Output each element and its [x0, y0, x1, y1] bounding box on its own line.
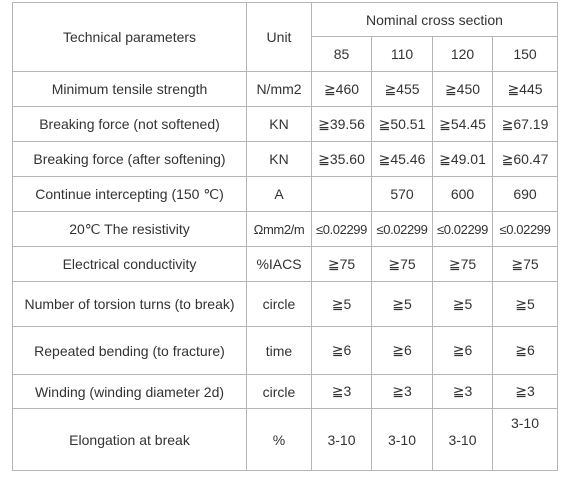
value-cell: ≤0.02299: [432, 211, 493, 247]
value-cell: 570: [371, 176, 433, 212]
value-cell: ≧49.01: [432, 141, 493, 177]
value-cell: ≧39.56: [311, 106, 372, 142]
value-cell: ≧460: [311, 71, 372, 107]
value-cell: 3-10: [311, 408, 372, 471]
section-cell: 120: [432, 36, 493, 72]
table-row: Breaking force (after softening) KN ≧35.60…: [12, 141, 558, 177]
value-cell: [311, 176, 372, 212]
value-cell: ≧3: [492, 374, 558, 409]
header-cell: Technical parameters: [12, 2, 247, 72]
value-cell: ≧5: [311, 281, 372, 327]
head-row: 85 110 120 150: [13, 36, 558, 72]
value-cell: ≧6: [492, 326, 558, 375]
table-row: Minimum tensile strength N/mm2 ≧460 ≧455 ≧45…: [12, 71, 558, 107]
header-cell: Nominal cross section: [311, 2, 558, 37]
unit-cell: time: [246, 326, 312, 375]
unit-cell: KN: [246, 106, 312, 142]
value-cell: ≤0.02299: [492, 211, 558, 247]
parameter-cell: Continue intercepting (150 ℃): [12, 176, 247, 212]
value-cell: 3-10: [492, 408, 558, 471]
value-cell: ≧60.47: [492, 141, 558, 177]
table-row: 20℃ The resistivity Ωmm2/m ≤0.02299 ≤0.0229…: [12, 211, 558, 247]
value-cell: ≧3: [311, 374, 372, 409]
parameter-cell: Electrical conductivity: [12, 246, 247, 282]
table-row: Number of torsion turns (to break) circle…: [12, 281, 558, 327]
value-cell: ≧35.60: [311, 141, 372, 177]
value-cell: ≧6: [371, 326, 433, 375]
parameter-cell: Breaking force (after softening): [12, 141, 247, 177]
unit-cell: N/mm2: [246, 71, 312, 107]
value-cell: ≧3: [371, 374, 433, 409]
table-row: Winding (winding diameter 2d) circle ≧3 ≧3 ≧…: [12, 374, 558, 409]
value-cell: ≧67.19: [492, 106, 558, 142]
unit-cell: Ωmm2/m: [246, 211, 312, 247]
value-cell: ≧450: [432, 71, 493, 107]
unit-cell: KN: [246, 141, 312, 177]
value-cell: ≧45.46: [371, 141, 433, 177]
spec-table: Technical parameters Unit Nominal cross …: [12, 2, 558, 471]
table-row: Continue intercepting (150 ℃) A 570 600 690: [12, 176, 558, 212]
parameter-cell: 20℃ The resistivity: [12, 211, 247, 247]
section-cell: 110: [371, 36, 433, 72]
parameter-cell: Winding (winding diameter 2d): [12, 374, 247, 409]
unit-cell: A: [246, 176, 312, 212]
value-cell: ≧50.51: [371, 106, 433, 142]
table-row: Electrical conductivity %IACS ≧75 ≧75 ≧75 ≧75: [12, 246, 558, 282]
value-cell: ≧5: [432, 281, 493, 327]
value-cell: 3-10: [371, 408, 433, 471]
table-row: Elongation at break% 3-10 3-10 3-10 3-10: [12, 408, 558, 471]
parameter-cell: Breaking force (not softened): [12, 106, 247, 142]
value-cell: ≧6: [311, 326, 372, 375]
value-cell: ≤0.02299: [311, 211, 372, 247]
value-cell: ≧54.45: [432, 106, 493, 142]
section-cell: 150: [492, 36, 558, 72]
table-body: Minimum tensile strength N/mm2 ≧460 ≧455 ≧45…: [12, 71, 558, 471]
value-cell: ≧445: [492, 71, 558, 107]
unit-cell: %: [246, 408, 312, 471]
value-cell: 690: [492, 176, 558, 212]
table-row: Repeated bending (to fracture) time ≧6 ≧6 ≧6…: [12, 326, 558, 375]
value-cell: ≧75: [432, 246, 493, 282]
value-cell: ≤0.02299: [371, 211, 433, 247]
value-cell: ≧75: [311, 246, 372, 282]
header-cell: Unit: [246, 2, 312, 72]
value-cell: 600: [432, 176, 493, 212]
unit-cell: circle: [246, 374, 312, 409]
value-cell: ≧5: [492, 281, 558, 327]
parameter-cell: Number of torsion turns (to break): [12, 281, 247, 327]
parameter-cell: Elongation at break: [12, 408, 247, 471]
value-cell: ≧3: [432, 374, 493, 409]
unit-cell: circle: [246, 281, 312, 327]
section-cell: 85: [311, 36, 372, 72]
value-cell: 3-10: [432, 408, 493, 471]
table-row: Breaking force (not softened) KN ≧39.56 ≧50…: [12, 106, 558, 142]
value-cell: ≧5: [371, 281, 433, 327]
table-head: Technical parameters Unit Nominal cross …: [12, 2, 558, 72]
unit-cell: %IACS: [246, 246, 312, 282]
parameter-cell: Minimum tensile strength: [12, 71, 247, 107]
value-cell: ≧6: [432, 326, 493, 375]
parameter-cell: Repeated bending (to fracture): [12, 326, 247, 375]
head-row: Technical parameters Unit Nominal cross …: [12, 2, 558, 72]
value-cell: ≧75: [492, 246, 558, 282]
value-cell: ≧75: [371, 246, 433, 282]
value-cell: ≧455: [371, 71, 433, 107]
